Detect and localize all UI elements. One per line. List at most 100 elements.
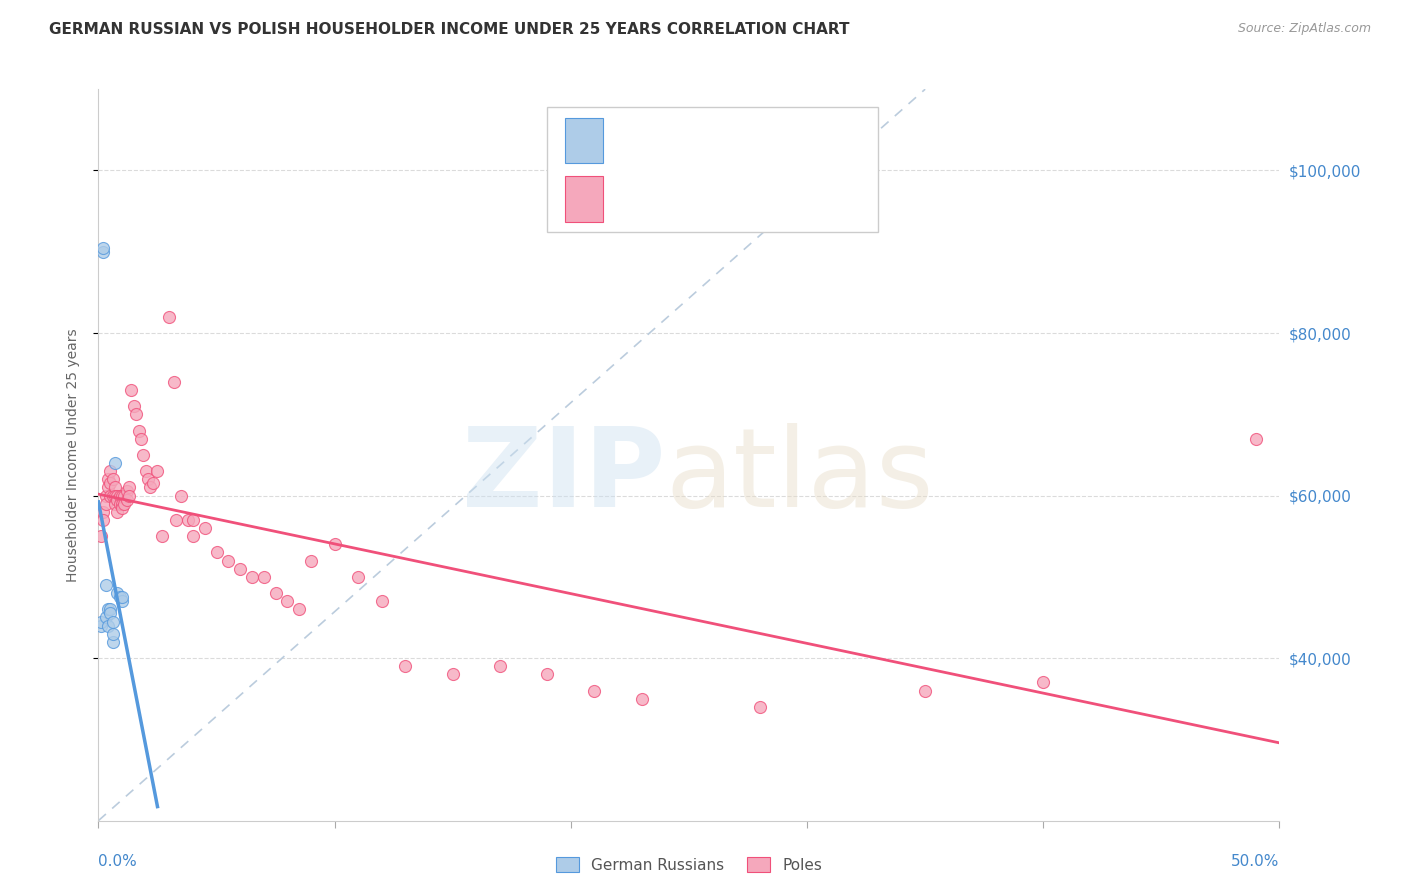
Point [146,464,169,478]
Point [104,456,127,470]
Point [323,537,346,551]
Point [139,480,162,494]
Point [194,521,217,535]
Point [115,484,138,499]
Point [170,489,193,503]
Point [90,618,112,632]
Point [136,472,159,486]
Point [129,432,152,446]
Point [101,626,124,640]
Point [105,492,128,507]
Point [264,586,287,600]
Point [108,489,131,503]
Point [217,553,239,567]
Point [104,489,127,503]
Point [229,562,252,576]
FancyBboxPatch shape [565,177,603,221]
Point [142,476,165,491]
Legend: German Russians, Poles: German Russians, Poles [550,851,828,879]
Point [394,659,416,673]
Point [748,699,770,714]
Point [98,489,121,503]
Point [111,590,134,604]
Point [101,635,124,649]
Point [441,667,464,681]
Point [299,553,322,567]
Point [91,505,114,519]
Point [371,594,394,608]
Point [101,489,124,503]
Point [108,497,131,511]
Point [97,618,120,632]
Point [91,241,114,255]
Point [97,472,120,486]
Point [165,513,187,527]
Y-axis label: Householder Income Under 25 years: Householder Income Under 25 years [66,328,80,582]
Point [94,610,117,624]
Text: R = -0.343: R = -0.343 [617,190,706,208]
Point [111,489,134,503]
Point [94,578,117,592]
Point [101,472,124,486]
Point [177,513,200,527]
Point [98,464,121,478]
FancyBboxPatch shape [547,108,877,232]
Point [108,590,131,604]
Point [112,489,135,503]
Point [240,570,263,584]
Point [205,545,228,559]
Point [104,497,127,511]
Point [91,244,114,259]
Point [347,570,370,584]
Point [111,500,134,515]
Text: ZIP: ZIP [463,424,665,531]
Point [132,448,155,462]
Point [111,594,134,608]
Point [90,615,112,629]
Text: 0.0%: 0.0% [98,854,138,869]
Point [104,480,127,494]
Point [489,659,512,673]
FancyBboxPatch shape [565,118,603,163]
Point [90,529,112,543]
Point [288,602,311,616]
Point [111,497,134,511]
Point [98,607,121,621]
Point [914,683,936,698]
Point [101,615,124,629]
Point [128,424,150,438]
Point [630,691,652,706]
Point [97,602,120,616]
Text: GERMAN RUSSIAN VS POLISH HOUSEHOLDER INCOME UNDER 25 YEARS CORRELATION CHART: GERMAN RUSSIAN VS POLISH HOUSEHOLDER INC… [49,22,849,37]
Point [135,464,157,478]
Point [112,497,135,511]
Point [118,480,141,494]
Point [94,489,117,503]
Text: Source: ZipAtlas.com: Source: ZipAtlas.com [1237,22,1371,36]
Point [1244,432,1267,446]
Point [97,480,120,494]
Point [98,602,121,616]
Point [122,399,145,413]
Point [157,310,180,324]
Point [276,594,298,608]
Point [1032,675,1054,690]
Point [163,375,186,389]
Point [253,570,276,584]
Point [98,476,121,491]
Text: N = 71: N = 71 [770,190,832,208]
Text: N = 18: N = 18 [770,131,832,149]
Point [118,489,141,503]
Point [105,489,128,503]
Point [181,513,204,527]
Point [115,492,138,507]
Point [536,667,558,681]
Point [583,683,606,698]
Point [150,529,173,543]
Point [91,513,114,527]
Point [181,529,204,543]
Point [125,407,148,421]
Text: R =  0.244: R = 0.244 [617,131,706,149]
Point [105,505,128,519]
Text: atlas: atlas [665,424,934,531]
